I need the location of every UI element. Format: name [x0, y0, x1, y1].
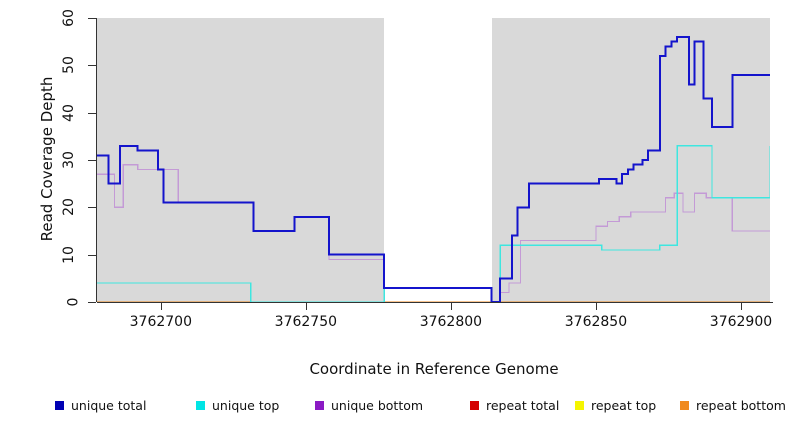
x-axis-title: Coordinate in Reference Genome	[309, 360, 559, 378]
y-tick-mark	[88, 65, 96, 67]
y-axis-line	[96, 18, 97, 302]
y-tick-label: 10	[61, 245, 78, 264]
legend-label: repeat bottom	[696, 398, 786, 413]
y-tick-label: 40	[61, 103, 78, 122]
x-tick-label: 3762750	[274, 314, 338, 330]
y-tick-mark	[88, 207, 96, 209]
legend-item-repeat-total: repeat total	[470, 398, 559, 413]
legend-swatch-icon	[470, 401, 479, 410]
legend-item-repeat-bottom: repeat bottom	[680, 398, 786, 413]
legend-swatch-icon	[680, 401, 689, 410]
series-unique-bottom	[97, 164, 770, 302]
legend-item-unique-top: unique top	[196, 398, 279, 413]
x-tick-mark	[740, 303, 742, 310]
y-tick-label: 20	[61, 198, 78, 217]
y-tick-label: 0	[65, 297, 82, 307]
y-tick-mark	[88, 302, 96, 303]
x-tick-mark	[305, 303, 307, 310]
series-unique-top	[97, 145, 770, 302]
legend-item-repeat-top: repeat top	[575, 398, 656, 413]
y-tick-mark	[88, 18, 96, 19]
x-tick-label: 3762700	[129, 314, 192, 330]
legend-label: unique bottom	[331, 398, 424, 413]
x-tick-mark	[595, 303, 597, 310]
legend-swatch-icon	[196, 401, 205, 410]
legend-item-unique-total: unique total	[55, 398, 146, 413]
x-tick-mark	[450, 303, 452, 310]
x-tick-mark	[160, 303, 162, 310]
legend-swatch-icon	[55, 401, 64, 410]
x-tick-label: 3762850	[564, 314, 628, 330]
legend-swatch-icon	[315, 401, 324, 410]
plot-panel	[97, 18, 770, 302]
y-tick-label: 60	[61, 9, 78, 27]
legend-label: repeat top	[591, 398, 657, 413]
chart-legend: unique total unique top unique bottom repea…	[0, 398, 792, 420]
x-tick-label: 3762900	[709, 314, 773, 330]
x-axis-line	[97, 302, 773, 303]
y-tick-label: 30	[61, 151, 78, 169]
y-tick-mark	[88, 254, 96, 256]
legend-item-unique-bottom: unique bottom	[315, 398, 423, 413]
legend-label: unique total	[71, 398, 147, 413]
series-unique-total	[97, 35, 770, 302]
legend-swatch-icon	[575, 401, 584, 410]
legend-label: unique top	[212, 398, 280, 413]
y-tick-label: 50	[61, 56, 78, 75]
gap-region	[384, 18, 492, 302]
x-tick-label: 3762800	[419, 314, 483, 330]
y-tick-mark	[88, 160, 96, 161]
series-lines	[97, 35, 770, 302]
legend-label: repeat total	[486, 398, 560, 413]
y-tick-mark	[88, 112, 96, 114]
